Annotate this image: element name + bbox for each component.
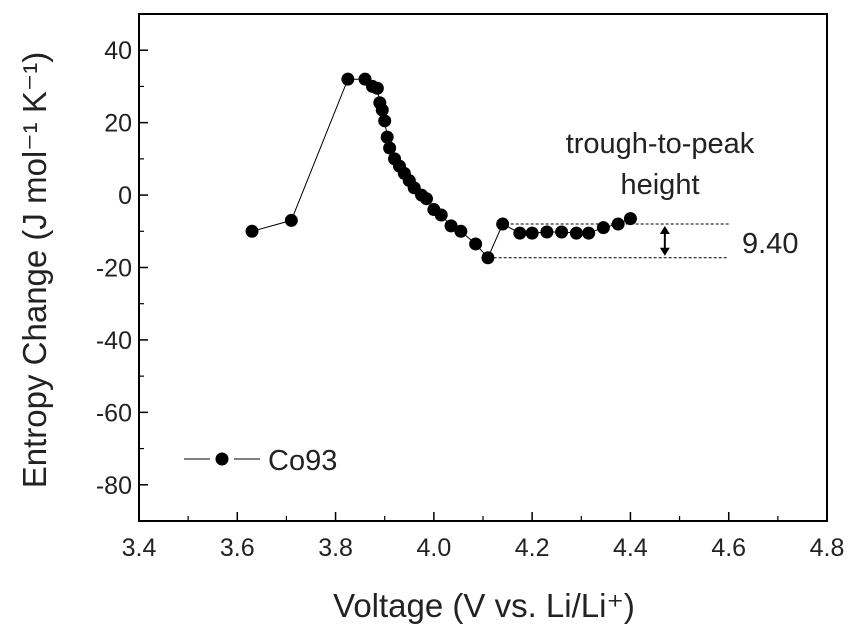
data-point: [370, 81, 384, 95]
y-tick-label: 0: [118, 182, 132, 210]
y-tick-label: 40: [104, 37, 132, 65]
trough-to-peak-annotation: trough-to-peak height 9.40: [488, 128, 798, 260]
y-tick-label: -40: [96, 327, 132, 355]
data-point: [284, 213, 298, 227]
y-axis-title: Entropy Change (J mol⁻¹ K⁻¹): [16, 52, 53, 488]
data-point: [623, 212, 637, 226]
y-tick-label: -20: [96, 255, 132, 283]
x-tick-label: 3.6: [220, 534, 255, 562]
data-point: [582, 226, 596, 240]
data-point: [513, 226, 527, 240]
x-tick-label: 3.8: [318, 534, 353, 562]
y-tick-label: -60: [96, 399, 132, 427]
y-tick-label: -80: [96, 472, 132, 500]
x-tick-label: 4.4: [613, 534, 648, 562]
data-point: [383, 141, 397, 155]
x-tick-label: 4.6: [711, 534, 746, 562]
axes: 3.4 3.6 3.8 4.0 4.2 4.4 4.6 4.8 -80 -60 -40 -20 0 20 4…: [96, 13, 845, 562]
data-point: [569, 226, 583, 240]
data-point: [341, 72, 355, 86]
data-point: [380, 130, 394, 144]
x-tick-label: 3.4: [122, 534, 157, 562]
data-point: [481, 251, 495, 265]
data-point: [419, 192, 433, 206]
x-tick-label: 4.2: [515, 534, 550, 562]
x-tick-label: 4.0: [416, 534, 451, 562]
legend-marker: [215, 452, 229, 466]
legend-label-co93: Co93: [268, 445, 337, 477]
data-point: [540, 225, 554, 239]
data-point: [525, 226, 539, 240]
data-point: [555, 225, 569, 239]
data-point: [444, 219, 458, 233]
annotation-label-line1: trough-to-peak: [566, 128, 755, 160]
arrow-head-up: [659, 226, 670, 235]
x-axis-title: Voltage (V vs. Li/Li⁺): [333, 587, 635, 624]
data-point: [596, 221, 610, 235]
data-point: [454, 224, 468, 238]
series-co93: [245, 72, 637, 265]
annotation-label-line2: height: [620, 169, 699, 201]
data-point: [245, 224, 259, 238]
arrow-head-down: [659, 247, 670, 256]
x-tick-label: 4.8: [810, 534, 845, 562]
data-point: [469, 237, 483, 251]
data-point: [434, 208, 448, 222]
legend: Co93: [184, 445, 337, 477]
y-tick-label: 20: [104, 110, 132, 138]
plot-frame: [138, 13, 828, 522]
data-point: [378, 114, 392, 128]
data-point: [496, 217, 510, 231]
annotation-value: 9.40: [742, 228, 798, 260]
data-point: [375, 103, 389, 117]
